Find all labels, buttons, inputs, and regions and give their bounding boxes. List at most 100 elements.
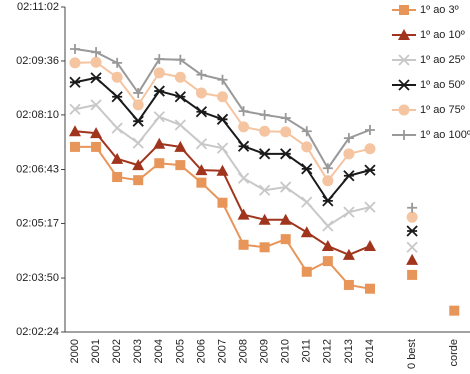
line-segment xyxy=(201,110,223,121)
marker xyxy=(301,266,312,277)
y-tick-label: 02:08:10 xyxy=(16,109,59,121)
marker xyxy=(399,130,409,140)
legend-label: 1º ao 50º xyxy=(420,79,465,91)
marker xyxy=(449,305,460,316)
x-tick-label: 2014 xyxy=(364,339,376,363)
line-segment xyxy=(158,115,181,126)
marker xyxy=(342,248,355,260)
marker xyxy=(407,202,418,213)
marker xyxy=(237,208,250,220)
marker xyxy=(398,54,410,66)
marker xyxy=(238,121,250,133)
marker xyxy=(69,57,81,69)
marker xyxy=(175,54,186,65)
marker xyxy=(90,99,102,111)
marker xyxy=(175,160,186,171)
marker xyxy=(153,85,165,97)
marker xyxy=(280,234,291,245)
x-tick-label: 2001 xyxy=(90,339,102,363)
marker xyxy=(196,177,207,188)
marker xyxy=(132,137,144,149)
marker xyxy=(237,140,250,152)
marker xyxy=(153,111,165,123)
x-tick-label: 2012 xyxy=(322,339,334,363)
y-tick-label: 02:02:24 xyxy=(16,326,59,338)
line-segment xyxy=(243,177,266,192)
marker xyxy=(322,163,333,174)
series xyxy=(69,125,419,265)
x-tick-label: 2009 xyxy=(259,339,271,363)
line-segment xyxy=(221,79,245,112)
y-tick-label: 02:11:02 xyxy=(17,1,59,13)
x-tick-label: 2006 xyxy=(195,339,207,363)
line-segment xyxy=(137,58,161,94)
marker xyxy=(112,57,123,68)
marker xyxy=(217,74,228,85)
marker xyxy=(301,196,313,208)
marker xyxy=(322,175,334,187)
marker xyxy=(111,122,123,134)
marker xyxy=(258,148,271,160)
x-tick-label: 2003 xyxy=(132,339,144,363)
line-segment xyxy=(137,90,161,122)
marker xyxy=(154,54,165,65)
marker xyxy=(111,71,123,83)
marker xyxy=(279,213,292,225)
marker xyxy=(259,125,271,137)
line-segment xyxy=(305,168,329,202)
y-tick-label: 02:09:36 xyxy=(16,55,59,67)
line-segment xyxy=(348,129,371,140)
x-tick-label: 0 best xyxy=(406,339,418,369)
marker xyxy=(364,143,376,155)
legend-label: 1º ao 100º xyxy=(420,129,470,141)
marker xyxy=(111,91,123,103)
line-segment xyxy=(137,72,161,106)
line-segment xyxy=(95,51,118,64)
marker xyxy=(216,142,229,154)
marker xyxy=(321,240,334,252)
marker xyxy=(217,197,228,208)
line-segment xyxy=(327,137,350,169)
marker xyxy=(301,126,312,137)
x-tick-label: 2010 xyxy=(280,339,292,363)
line-segment xyxy=(201,142,223,150)
marker xyxy=(280,113,291,124)
legend-label: 1º ao 25º xyxy=(420,54,465,66)
line-segment xyxy=(221,202,245,246)
line-segment xyxy=(179,58,203,76)
marker xyxy=(153,67,165,79)
series xyxy=(69,56,418,223)
line-segment xyxy=(95,146,118,178)
marker xyxy=(91,141,102,152)
marker xyxy=(70,141,80,152)
marker xyxy=(301,163,313,175)
marker xyxy=(280,181,292,193)
marker xyxy=(132,115,144,127)
marker xyxy=(343,148,355,160)
marker xyxy=(301,141,313,153)
line-segment xyxy=(264,186,286,192)
marker xyxy=(280,148,292,160)
marker xyxy=(258,184,271,196)
marker xyxy=(195,87,207,99)
marker xyxy=(258,213,271,225)
marker xyxy=(70,44,80,55)
marker xyxy=(343,133,354,144)
marker xyxy=(133,87,144,98)
legend-label: 1º ao 3º xyxy=(420,4,459,16)
marker xyxy=(407,269,418,280)
marker xyxy=(259,242,270,253)
marker xyxy=(406,225,418,237)
marker xyxy=(238,106,249,117)
y-tick-label: 02:03:50 xyxy=(16,272,59,284)
marker xyxy=(195,138,208,150)
line-segment xyxy=(74,130,97,135)
marker xyxy=(364,201,376,213)
legend-label: 1º ao 10º xyxy=(420,29,465,41)
marker xyxy=(69,76,81,88)
marker xyxy=(322,220,334,232)
x-tick-label: 2002 xyxy=(111,339,123,363)
marker xyxy=(406,211,418,223)
x-tick-label: 2008 xyxy=(237,339,249,363)
marker xyxy=(90,72,102,84)
